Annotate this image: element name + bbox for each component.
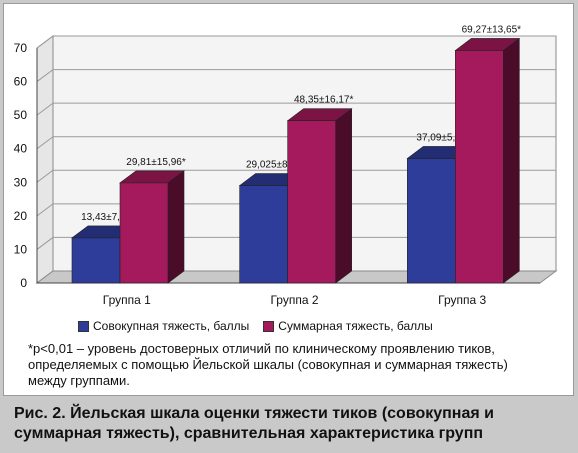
gridline: [36, 35, 556, 49]
legend-label-series-1: Совокупная тяжесть, баллы: [93, 319, 250, 333]
x-category-label: Группа 1: [103, 293, 151, 307]
gridline: [36, 136, 556, 150]
bar: [407, 158, 456, 284]
y-tick-label: 10: [14, 242, 28, 256]
figure-caption: Рис. 2. Йельская шкала оценки тяжести ти…: [14, 405, 494, 442]
plot-side-wall: [36, 35, 54, 284]
legend-item-series-1: Совокупная тяжесть, баллы: [78, 319, 249, 333]
data-label: 29,81±15,96*: [126, 157, 186, 168]
legend: Совокупная тяжесть, баллы Суммарная тяже…: [78, 318, 518, 334]
bar: [71, 237, 121, 284]
x-category-label: Группа 2: [270, 293, 318, 307]
legend-swatch-series-2: [263, 320, 275, 332]
bar: [287, 120, 336, 284]
data-label: 29,025±8,74*: [246, 160, 306, 171]
legend-swatch-series-1: [78, 320, 89, 332]
data-label: 69,27±13,65*: [462, 24, 522, 35]
y-tick-label: 0: [20, 276, 27, 290]
x-category-label: Группа 3: [438, 293, 486, 307]
gridline: [36, 69, 556, 82]
bar: [119, 182, 169, 284]
gridline: [36, 169, 556, 183]
gridline: [36, 102, 556, 116]
data-label: 48,35±16,17*: [294, 95, 354, 106]
y-tick-label: 60: [14, 75, 28, 89]
gridline: [36, 203, 556, 217]
bar: [239, 185, 288, 284]
y-tick-label: 70: [14, 41, 28, 55]
gridline: [36, 236, 556, 250]
y-tick-label: 20: [14, 209, 28, 223]
data-label: 37,09±5,34*: [416, 132, 470, 143]
y-tick-label: 40: [14, 142, 28, 156]
legend-item-series-2: Суммарная тяжесть, баллы: [263, 319, 433, 333]
bar-side: [335, 108, 352, 284]
bar-side: [503, 37, 520, 284]
footnote: *p<0,01 – уровень достоверных отличий по…: [28, 341, 508, 388]
y-tick-label: 30: [14, 175, 28, 189]
chart-svg: 0 10 20 30 40 50 60 70 13,43±7,23* 29,81±15,96* Гр…: [14, 24, 558, 307]
y-tick-label: 50: [14, 108, 28, 122]
legend-label-series-2: Суммарная тяжесть, баллы: [278, 319, 433, 333]
bar: [455, 50, 504, 284]
bar-side: [167, 170, 185, 284]
data-label: 13,43±7,23*: [81, 212, 135, 223]
